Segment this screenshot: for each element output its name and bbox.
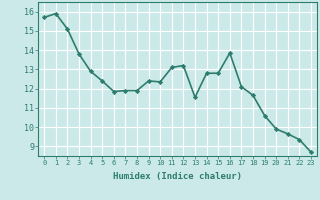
X-axis label: Humidex (Indice chaleur): Humidex (Indice chaleur) [113, 172, 242, 181]
